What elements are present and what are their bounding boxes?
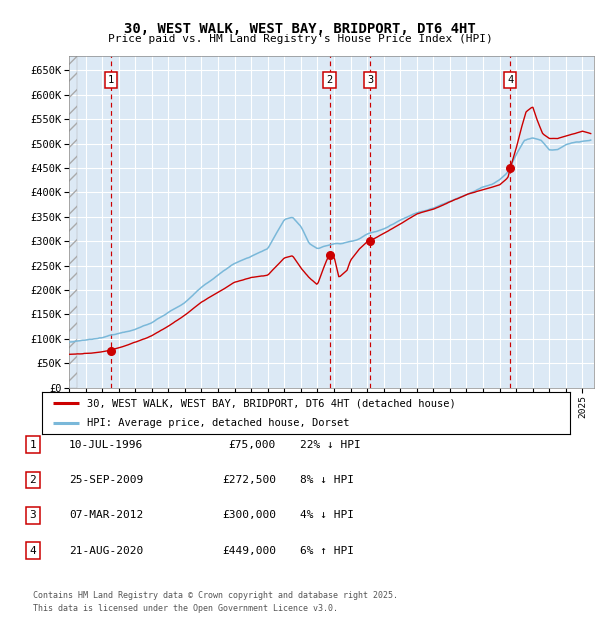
Text: 2: 2: [326, 75, 332, 85]
Text: 07-MAR-2012: 07-MAR-2012: [69, 510, 143, 520]
Text: 6% ↑ HPI: 6% ↑ HPI: [300, 546, 354, 556]
Text: 4% ↓ HPI: 4% ↓ HPI: [300, 510, 354, 520]
Text: 8% ↓ HPI: 8% ↓ HPI: [300, 475, 354, 485]
Text: £75,000: £75,000: [229, 440, 276, 450]
Text: 22% ↓ HPI: 22% ↓ HPI: [300, 440, 361, 450]
Text: 25-SEP-2009: 25-SEP-2009: [69, 475, 143, 485]
Text: 1: 1: [108, 75, 114, 85]
Text: 4: 4: [29, 546, 37, 556]
Text: £272,500: £272,500: [222, 475, 276, 485]
Text: 30, WEST WALK, WEST BAY, BRIDPORT, DT6 4HT: 30, WEST WALK, WEST BAY, BRIDPORT, DT6 4…: [124, 22, 476, 36]
Text: Price paid vs. HM Land Registry's House Price Index (HPI): Price paid vs. HM Land Registry's House …: [107, 34, 493, 44]
Text: Contains HM Land Registry data © Crown copyright and database right 2025.
This d: Contains HM Land Registry data © Crown c…: [33, 591, 398, 613]
Text: 2: 2: [29, 475, 37, 485]
Text: £300,000: £300,000: [222, 510, 276, 520]
Text: £449,000: £449,000: [222, 546, 276, 556]
Text: 30, WEST WALK, WEST BAY, BRIDPORT, DT6 4HT (detached house): 30, WEST WALK, WEST BAY, BRIDPORT, DT6 4…: [87, 398, 455, 408]
Text: 3: 3: [367, 75, 373, 85]
Text: 10-JUL-1996: 10-JUL-1996: [69, 440, 143, 450]
Text: HPI: Average price, detached house, Dorset: HPI: Average price, detached house, Dors…: [87, 418, 349, 428]
Text: 3: 3: [29, 510, 37, 520]
Text: 21-AUG-2020: 21-AUG-2020: [69, 546, 143, 556]
Text: 1: 1: [29, 440, 37, 450]
Text: 4: 4: [507, 75, 514, 85]
